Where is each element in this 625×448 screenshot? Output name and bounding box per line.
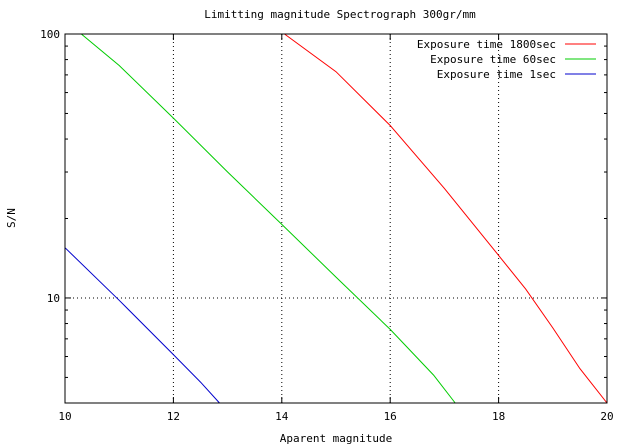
- x-tick-label: 10: [58, 410, 71, 423]
- series-line-0: [284, 33, 608, 404]
- legend-label-2: Exposure time 1sec: [437, 68, 556, 81]
- x-tick-label: 18: [492, 410, 505, 423]
- legend: Exposure time 1800sec Exposure time 60sec…: [417, 38, 596, 81]
- y-tick-label: 100: [40, 28, 60, 41]
- grid-lines: [65, 34, 607, 403]
- x-tick-label: 12: [167, 410, 180, 423]
- y-axis-ticks: 10 100: [40, 28, 607, 404]
- series-line-1: [80, 33, 456, 404]
- x-tick-label: 16: [384, 410, 397, 423]
- x-axis-label: Aparent magnitude: [280, 432, 393, 445]
- legend-label-1: Exposure time 60sec: [430, 53, 556, 66]
- x-tick-label: 20: [600, 410, 613, 423]
- legend-label-0: Exposure time 1800sec: [417, 38, 556, 51]
- x-axis-ticks: 10 12 14 16 18 20: [58, 34, 614, 423]
- x-tick-label: 14: [275, 410, 289, 423]
- series-line-2: [64, 247, 220, 404]
- chart-title: Limitting magnitude Spectrograph 300gr/m…: [204, 8, 476, 21]
- series-group: [64, 33, 608, 404]
- y-axis-label: S/N: [5, 208, 18, 228]
- y-tick-label: 10: [47, 292, 60, 305]
